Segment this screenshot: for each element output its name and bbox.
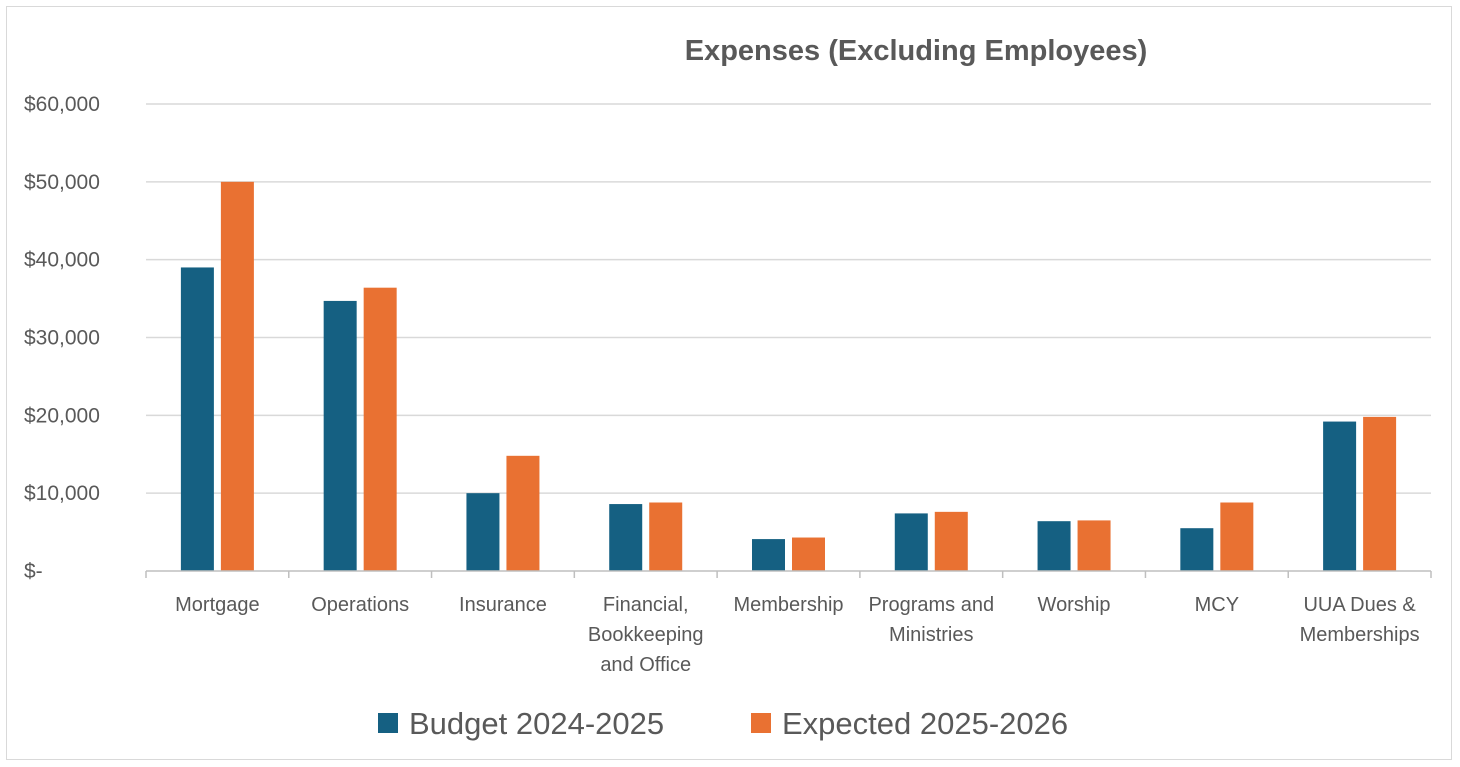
x-tick-label: Operations: [311, 594, 409, 616]
bar: [1363, 416, 1397, 571]
bars: [180, 181, 1397, 572]
bar: [1037, 521, 1071, 571]
y-tick-label: $60,000: [24, 93, 100, 116]
x-tick-label: Worship: [1038, 594, 1111, 616]
bar: [506, 455, 540, 571]
bar: [323, 300, 357, 571]
chart-frame: Expenses (Excluding Employees) $- $10,000…: [6, 6, 1452, 760]
legend-swatch: [378, 713, 398, 733]
chart-title: Expenses (Excluding Employees): [685, 35, 1148, 67]
bar: [180, 267, 214, 571]
x-tick-label: Mortgage: [175, 594, 260, 616]
bar: [1180, 528, 1214, 571]
legend-label: Budget 2024-2025: [409, 706, 664, 741]
bar: [934, 511, 968, 571]
y-tick-label: $10,000: [24, 482, 100, 505]
x-tick-label: Financial, Bookkeeping and Office: [588, 594, 704, 676]
bar: [466, 493, 500, 571]
bar: [1323, 421, 1357, 571]
bar: [894, 513, 928, 571]
y-tick-label: $20,000: [24, 404, 100, 427]
y-tick-label: $-: [24, 560, 43, 583]
x-tick-label: Insurance: [459, 594, 547, 616]
bar: [792, 537, 825, 571]
y-tick-label: $50,000: [24, 171, 100, 194]
gridlines: [146, 103, 1431, 494]
bar: [363, 287, 397, 571]
bar: [609, 504, 643, 571]
bar-chart: Expenses (Excluding Employees) $- $10,000…: [24, 35, 1432, 741]
y-axis: $- $10,000 $20,000 $30,000 $40,000 $50,000 $60…: [24, 93, 100, 583]
x-axis: Mortgage Operations Insurance Financial, Boo…: [145, 570, 1432, 676]
bar: [649, 502, 683, 571]
legend-swatch: [751, 713, 771, 733]
bar: [752, 539, 785, 571]
y-tick-label: $40,000: [24, 249, 100, 272]
y-tick-label: $30,000: [24, 327, 100, 350]
bar: [220, 181, 254, 572]
legend-label: Expected 2025-2026: [782, 706, 1068, 741]
bar: [1077, 520, 1111, 571]
x-tick-label: Programs and Ministries: [868, 594, 994, 646]
legend: Budget 2024-2025 Expected 2025-2026: [378, 706, 1068, 741]
x-tick-label: UUA Dues & Memberships: [1300, 594, 1420, 646]
x-tick-label: Membership: [733, 594, 843, 616]
x-tick-label: MCY: [1195, 594, 1239, 616]
bar: [1220, 502, 1254, 571]
